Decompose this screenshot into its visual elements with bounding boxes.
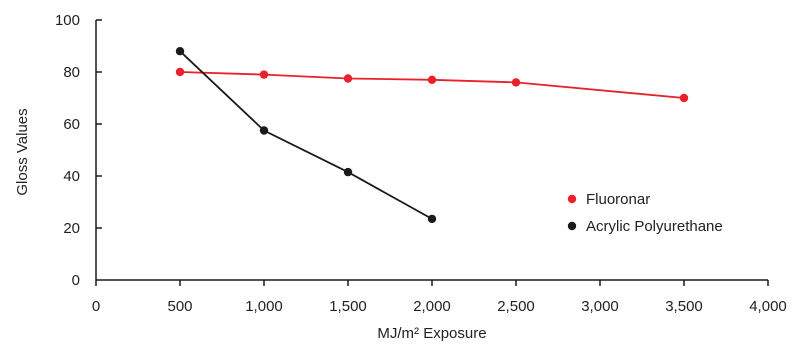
- data-point: [175, 67, 185, 77]
- y-tick-label: 80: [63, 64, 80, 81]
- data-point: [511, 78, 521, 87]
- data-point: [427, 214, 437, 224]
- data-point: [343, 74, 353, 83]
- legend-marker: [567, 194, 577, 204]
- x-tick-label: 3,500: [665, 298, 703, 315]
- x-tick-label: 0: [92, 298, 100, 315]
- legend-marker: [567, 221, 577, 231]
- x-tick-label: 1,500: [329, 298, 367, 315]
- data-point: [175, 47, 185, 56]
- y-tick-label: 60: [63, 116, 80, 133]
- data-point: [343, 167, 353, 177]
- axes: 0 500 1,000 1,500 2,000 2,500 3,000 3,500 4,000 0…: [55, 12, 787, 315]
- legend-item: Fluoronar: [567, 191, 650, 208]
- data-point: [259, 126, 269, 135]
- series-acrylic-polyurethane: [175, 47, 437, 224]
- legend-label: Fluoronar: [586, 191, 650, 208]
- y-tick-label: 0: [72, 272, 80, 289]
- y-tick-label: 100: [55, 12, 80, 29]
- x-tick-label: 1,000: [245, 298, 283, 315]
- x-tick-label: 4,000: [749, 298, 787, 315]
- series-line: [179, 71, 685, 99]
- data-point: [259, 70, 269, 79]
- data-point: [679, 93, 689, 103]
- y-tick-label: 40: [63, 168, 80, 185]
- x-tick-label: 2,000: [413, 298, 451, 315]
- x-tick-label: 500: [167, 298, 192, 315]
- y-axis-title: Gloss Values: [14, 108, 31, 195]
- x-tick-label: 2,500: [497, 298, 535, 315]
- legend-item: Acrylic Polyurethane: [567, 218, 723, 235]
- x-tick-label: 3,000: [581, 298, 619, 315]
- series-fluoronar: [175, 67, 689, 103]
- legend: Fluoronar Acrylic Polyurethane: [567, 191, 723, 235]
- x-axis-title: MJ/m² Exposure: [377, 325, 486, 342]
- series-line: [179, 50, 433, 220]
- legend-label: Acrylic Polyurethane: [586, 218, 723, 235]
- series-layer: [175, 47, 689, 224]
- data-point: [427, 75, 437, 85]
- y-tick-label: 20: [63, 220, 80, 237]
